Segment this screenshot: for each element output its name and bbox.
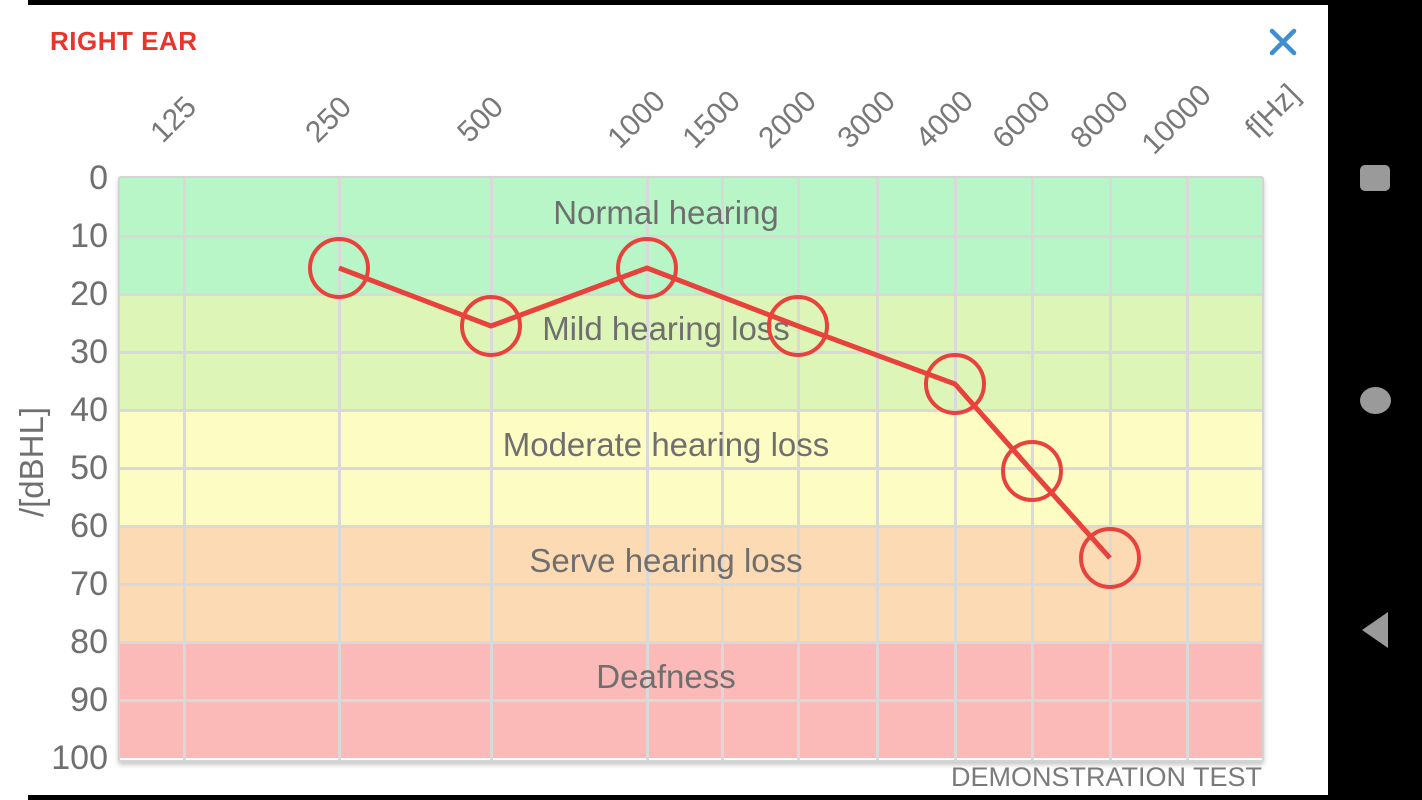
grid-line-horizontal [120, 640, 1262, 644]
data-point-marker [1079, 527, 1141, 589]
y-tick-label: 10 [70, 217, 108, 255]
data-point-marker [460, 295, 522, 357]
x-tick-label: 500 [451, 90, 511, 150]
data-point-marker [1001, 440, 1063, 502]
y-tick-label: 0 [89, 159, 108, 197]
recents-square-icon [1360, 165, 1390, 191]
y-tick-label: 80 [70, 623, 108, 661]
grid-line-horizontal [120, 292, 1262, 296]
y-tick-label: 50 [70, 449, 108, 487]
data-point-marker [616, 237, 678, 299]
recents-button[interactable] [1328, 148, 1422, 208]
home-circle-icon [1359, 386, 1391, 414]
back-button[interactable] [1328, 600, 1422, 660]
y-tick-label: 60 [70, 507, 108, 545]
audiogram-series [308, 237, 1141, 589]
plot-area[interactable]: Normal hearing Mild hearing loss Moderate … [118, 176, 1264, 762]
grid-line-horizontal [120, 350, 1262, 354]
x-tick-label: 125 [144, 90, 204, 150]
screen-bottom-edge [28, 795, 1328, 800]
grid-line-horizontal [120, 408, 1262, 412]
grid-line-horizontal [120, 466, 1262, 470]
grid-line-horizontal [120, 524, 1262, 528]
screen-top-edge [28, 0, 1328, 5]
threshold-line [338, 265, 1112, 560]
grid-line-horizontal [120, 698, 1262, 702]
y-axis-label: /[dBHL] [13, 406, 50, 518]
x-tick-label: 250 [299, 90, 359, 150]
android-nav-bar [1328, 0, 1422, 800]
y-tick-label: 20 [70, 275, 108, 313]
page-title: RIGHT EAR [50, 26, 198, 56]
close-icon [1266, 28, 1300, 62]
home-button[interactable] [1328, 370, 1422, 430]
y-tick-label: 70 [70, 565, 108, 603]
x-axis-label: f[Hz] [1239, 78, 1307, 146]
demonstration-test-label: DEMONSTRATION TEST [950, 762, 1262, 792]
close-button[interactable] [1264, 24, 1302, 62]
data-point-marker [308, 237, 370, 299]
y-tick-label: 90 [70, 681, 108, 719]
data-point-marker [924, 353, 986, 415]
data-point-marker [767, 295, 829, 357]
grid-line-horizontal [120, 234, 1262, 238]
back-triangle-icon [1362, 612, 1388, 648]
y-tick-label: 40 [70, 391, 108, 429]
y-tick-label: 100 [51, 739, 108, 777]
y-tick-label: 30 [70, 333, 108, 371]
grid-line-horizontal [120, 582, 1262, 586]
